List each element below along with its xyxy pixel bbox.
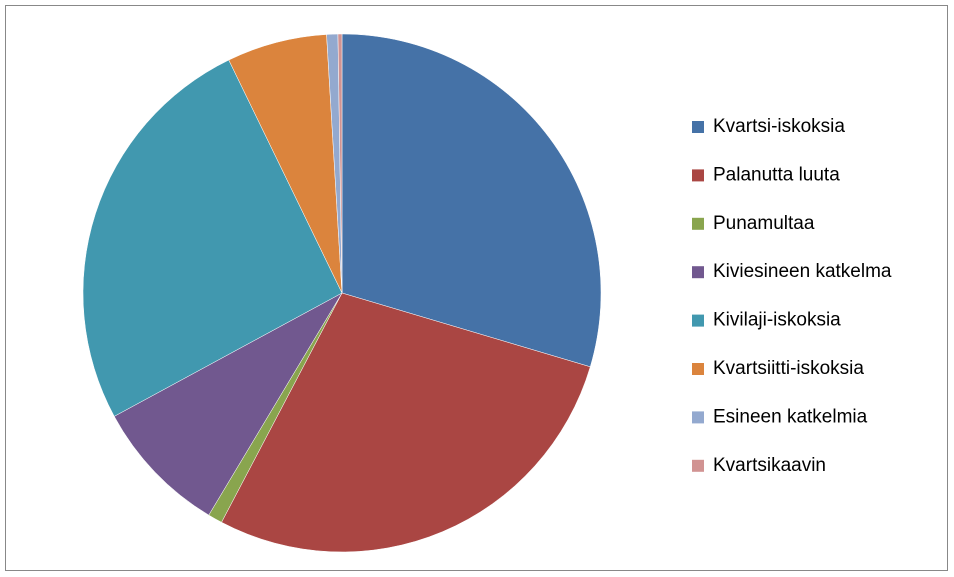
legend-label: Punamultaa (713, 213, 815, 234)
pie-slice (337, 33, 343, 294)
legend-label: Esineen katkelmia (713, 406, 868, 427)
pie-slice (82, 59, 343, 417)
legend-label: Palanutta luuta (713, 164, 840, 185)
pie-slice (221, 292, 591, 553)
legend-label: Kvartsikaavin (713, 455, 826, 476)
legend-swatch (692, 266, 704, 279)
pie-slice (113, 292, 343, 516)
legend-swatch (692, 169, 704, 182)
pie-slice (341, 33, 602, 368)
legend-label: Kivilaji-iskoksia (713, 310, 841, 331)
legend-swatch (692, 459, 704, 472)
legend-swatch (692, 314, 704, 327)
legend-swatch (692, 363, 704, 375)
legend-label: Kiviesineen katkelma (713, 261, 892, 282)
legend-swatch (692, 121, 704, 133)
legend-label: Kvartsiitti-iskoksia (713, 358, 864, 379)
legend-label: Kvartsi-iskoksia (713, 116, 845, 137)
legend-swatch (692, 217, 704, 230)
legend-swatch (692, 411, 704, 424)
